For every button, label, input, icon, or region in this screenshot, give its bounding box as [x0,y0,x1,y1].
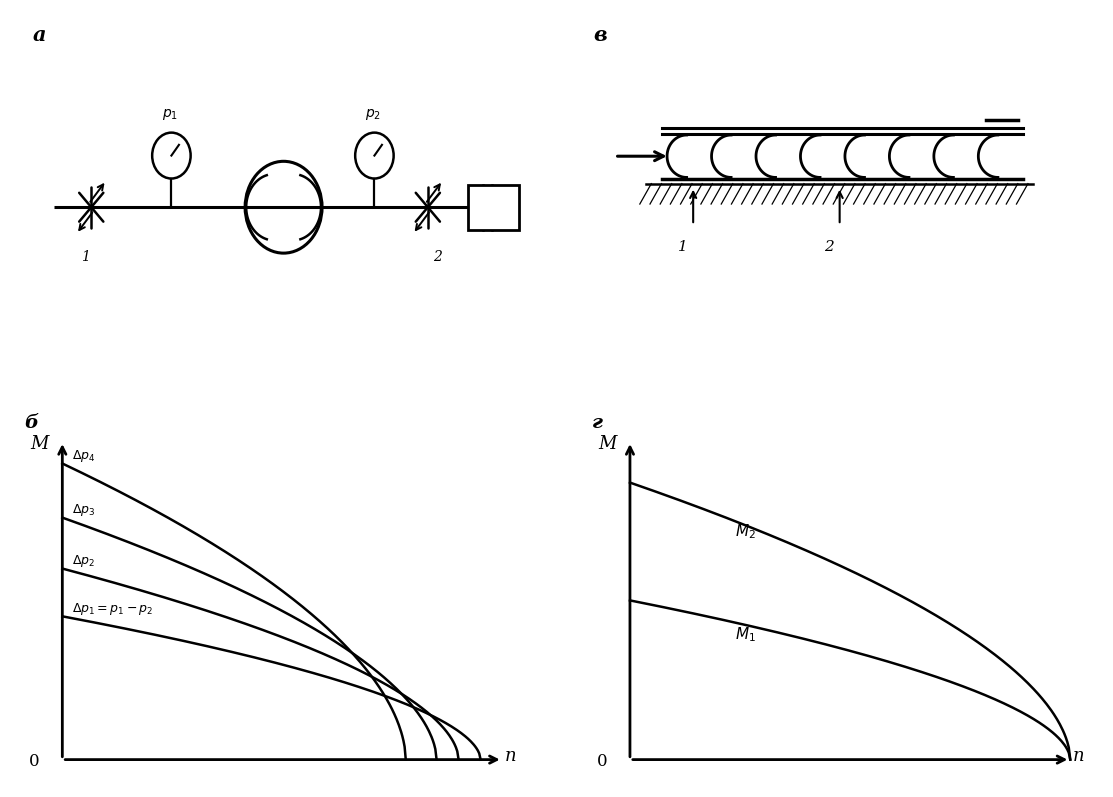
Text: 2: 2 [824,240,834,253]
Text: n: n [505,747,516,764]
Text: М: М [30,435,49,453]
Text: a: a [32,26,46,45]
Text: $M_1$: $M_1$ [735,626,756,644]
Text: $\Delta p_4$: $\Delta p_4$ [71,448,95,464]
Text: М: М [598,435,617,453]
Text: $p_1$: $p_1$ [161,107,178,122]
Text: 1: 1 [678,240,687,253]
Text: г: г [592,414,602,432]
Text: $\Delta p_1=p_1-p_2$: $\Delta p_1=p_1-p_2$ [71,601,152,617]
Text: $\Delta p_2$: $\Delta p_2$ [71,553,95,569]
Text: 1: 1 [80,250,89,265]
Text: 0: 0 [597,753,608,770]
Text: $M_2$: $M_2$ [735,523,756,541]
Text: $\Delta p_3$: $\Delta p_3$ [71,502,95,518]
Text: в: в [594,26,608,45]
Text: n: n [1073,747,1084,764]
Bar [467,185,519,230]
Text: 2: 2 [433,250,442,265]
Text: 0: 0 [29,753,40,770]
Text: $p_2$: $p_2$ [365,107,381,122]
Text: б: б [24,414,38,432]
